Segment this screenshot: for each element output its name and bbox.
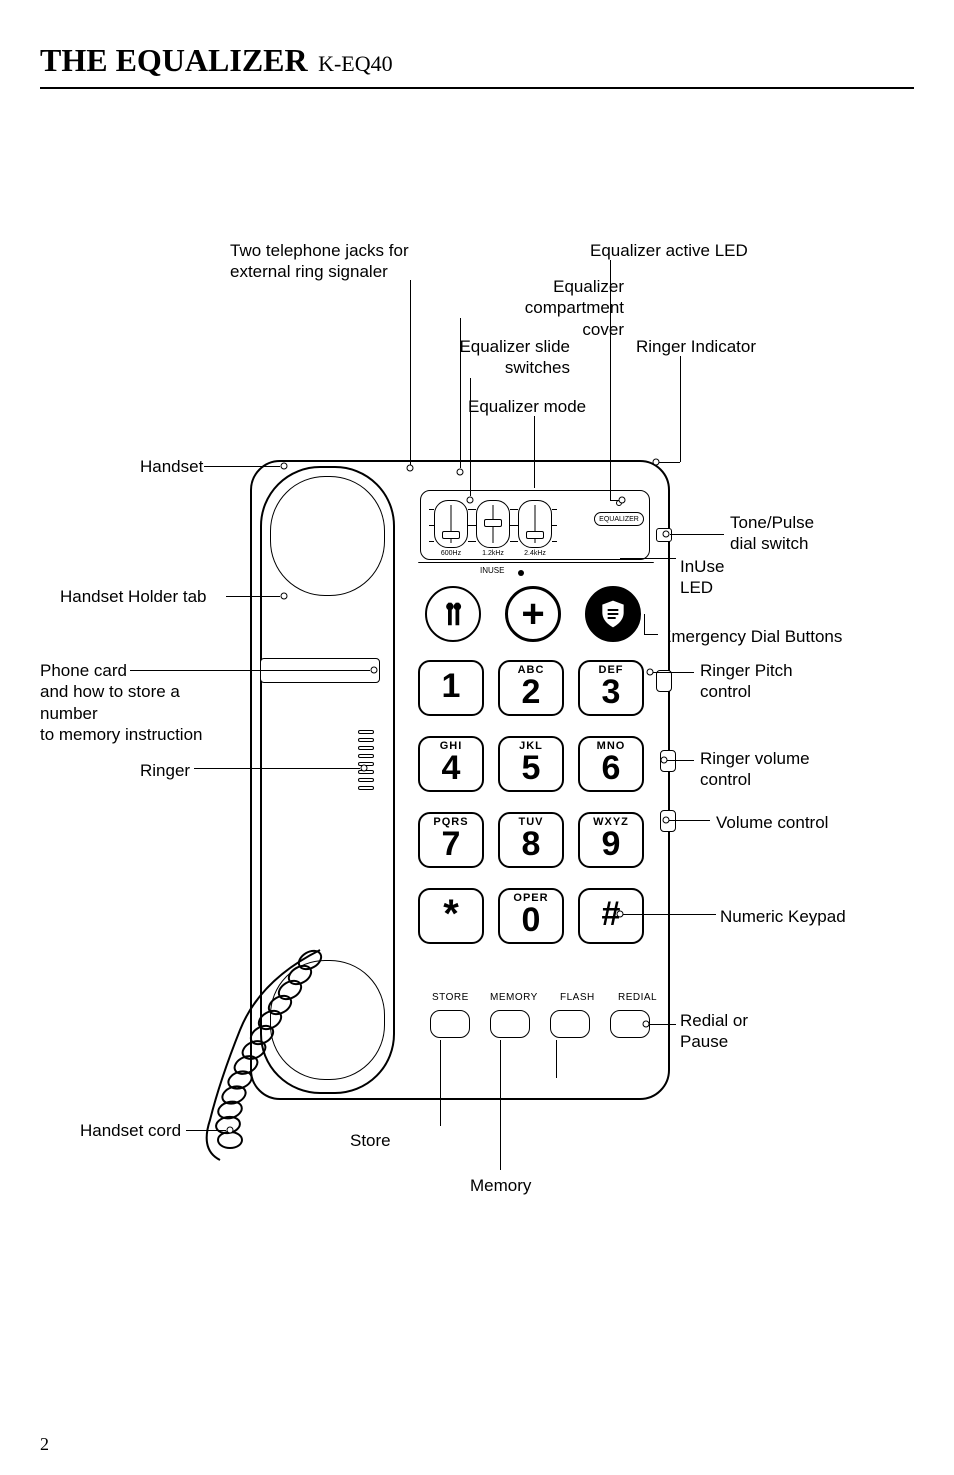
- key-1[interactable]: 1: [418, 660, 484, 716]
- freq-3: 2.4kHz: [524, 550, 546, 557]
- lbl-ringer: Ringer: [140, 760, 190, 781]
- fire-button[interactable]: [425, 586, 481, 642]
- memory-button[interactable]: [490, 1010, 530, 1038]
- lbl-ringer-indicator: Ringer Indicator: [636, 336, 756, 357]
- phone-diagram: Two telephone jacks forexternal ring sig…: [0, 240, 954, 1290]
- freq-2: 1.2kHz: [482, 550, 504, 557]
- fire-icon: [438, 599, 468, 629]
- title-bold: THE EQUALIZER: [40, 42, 308, 78]
- handset-cord: [200, 940, 370, 1170]
- lbl-redial: Redial orPause: [680, 1010, 748, 1053]
- lbl-ringer-pitch: Ringer Pitchcontrol: [700, 660, 793, 703]
- inuse-led: [518, 570, 524, 576]
- lbl-volume: Volume control: [716, 812, 828, 833]
- lbl-eq-active-led: Equalizer active LED: [590, 240, 748, 261]
- lbl-two-jacks: Two telephone jacks forexternal ring sig…: [230, 240, 409, 283]
- key-3[interactable]: DEF3: [578, 660, 644, 716]
- lbl-inuse-led: InUseLED: [680, 556, 724, 599]
- police-icon: [597, 598, 629, 630]
- key-star[interactable]: *: [418, 888, 484, 944]
- page-number: 2: [40, 1434, 49, 1455]
- title-model: K-EQ40: [318, 51, 393, 76]
- key-2[interactable]: ABC2: [498, 660, 564, 716]
- plus-button[interactable]: +: [505, 586, 561, 642]
- lbl-numeric-keypad: Numeric Keypad: [720, 906, 846, 927]
- freq-1: 600Hz: [441, 550, 461, 557]
- lbl-handset: Handset: [140, 456, 203, 477]
- func-lbl-redial: REDIAL: [618, 992, 657, 1003]
- page-header: THE EQUALIZER K-EQ40: [40, 42, 914, 89]
- lbl-emergency: Emergency Dial Buttons: [660, 626, 842, 647]
- eq-lip: [418, 562, 654, 563]
- eq-slider-1[interactable]: [434, 500, 468, 548]
- key-hash[interactable]: #: [578, 888, 644, 944]
- key-7[interactable]: PQRS7: [418, 812, 484, 868]
- plus-icon: +: [521, 594, 544, 634]
- func-lbl-store: STORE: [432, 992, 469, 1003]
- key-8[interactable]: TUV8: [498, 812, 564, 868]
- handset-earpiece: [270, 476, 385, 596]
- lbl-handset-cord: Handset cord: [80, 1120, 181, 1141]
- flash-button[interactable]: [550, 1010, 590, 1038]
- lbl-phone-card-text: Phone cardand how to store a numberto me…: [40, 660, 240, 745]
- eq-mode-pill[interactable]: EQUALIZER: [594, 512, 644, 526]
- lbl-eq-mode: Equalizer mode: [468, 396, 586, 417]
- key-5[interactable]: JKL5: [498, 736, 564, 792]
- lbl-memory: Memory: [470, 1175, 531, 1196]
- lbl-handset-holder: Handset Holder tab: [60, 586, 206, 607]
- police-button[interactable]: [585, 586, 641, 642]
- lbl-tone-pulse: Tone/Pulsedial switch: [730, 512, 814, 555]
- key-6[interactable]: MNO6: [578, 736, 644, 792]
- lbl-phone-card: Phone cardand how to store a numberto me…: [40, 660, 240, 745]
- lbl-ringer-volume: Ringer volumecontrol: [700, 748, 810, 791]
- func-lbl-flash: FLASH: [560, 992, 595, 1003]
- lbl-eq-compartment: Equalizer compartmentcover: [454, 276, 624, 340]
- func-lbl-memory: MEMORY: [490, 992, 538, 1003]
- inuse-text: INUSE: [480, 566, 504, 575]
- key-4[interactable]: GHI4: [418, 736, 484, 792]
- store-button[interactable]: [430, 1010, 470, 1038]
- ringer-pitch-knob[interactable]: [656, 670, 672, 692]
- eq-slider-3[interactable]: [518, 500, 552, 548]
- eq-slider-2[interactable]: [476, 500, 510, 548]
- key-9[interactable]: WXYZ9: [578, 812, 644, 868]
- key-0[interactable]: OPER0: [498, 888, 564, 944]
